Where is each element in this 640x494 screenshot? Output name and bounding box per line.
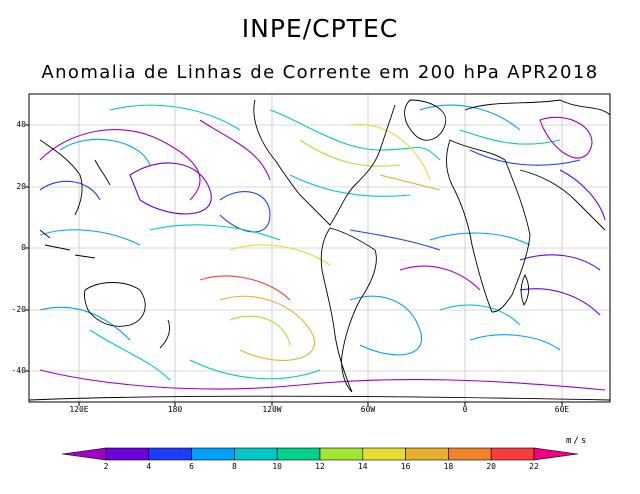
colorbar-tick-label: 22 — [519, 462, 549, 471]
colorbar-segment — [277, 448, 320, 460]
colorbar-segment — [149, 448, 192, 460]
colorbar-tick-label: 4 — [134, 462, 164, 471]
colorbar-tick-label: 8 — [219, 462, 249, 471]
colorbar-tick-label: 6 — [177, 462, 207, 471]
colorbar-tick-label: 20 — [476, 462, 506, 471]
colorbar-segment-low — [62, 448, 106, 460]
colorbar-tick-label: 14 — [348, 462, 378, 471]
colorbar-tick-label: 2 — [91, 462, 121, 471]
colorbar-segment — [491, 448, 534, 460]
colorbar-segment — [363, 448, 406, 460]
colorbar-segment — [320, 448, 363, 460]
colorbar-segment — [234, 448, 277, 460]
colorbar-segment — [192, 448, 235, 460]
colorbar-tick-label: 12 — [305, 462, 335, 471]
colorbar-tick-label: 10 — [262, 462, 292, 471]
colorbar-segment — [448, 448, 491, 460]
colorbar-tick-label: 16 — [391, 462, 421, 471]
colorbar — [0, 0, 640, 494]
colorbar-segment — [106, 448, 149, 460]
colorbar-tick-label: 18 — [433, 462, 463, 471]
colorbar-segment — [406, 448, 449, 460]
colorbar-segment-high — [534, 448, 578, 460]
